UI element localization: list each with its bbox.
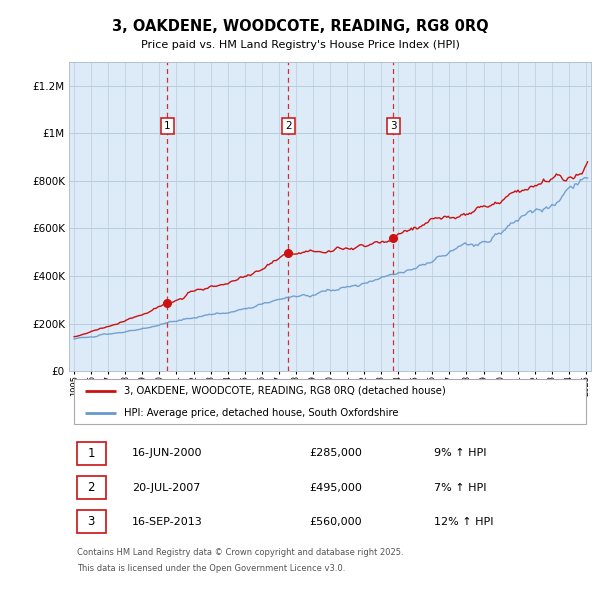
- Text: 1: 1: [87, 447, 95, 460]
- FancyBboxPatch shape: [77, 442, 106, 465]
- Text: Contains HM Land Registry data © Crown copyright and database right 2025.: Contains HM Land Registry data © Crown c…: [77, 548, 403, 556]
- Text: 20-JUL-2007: 20-JUL-2007: [131, 483, 200, 493]
- FancyBboxPatch shape: [77, 476, 106, 499]
- Text: 2: 2: [87, 481, 95, 494]
- Text: 16-JUN-2000: 16-JUN-2000: [131, 448, 202, 458]
- Text: 12% ↑ HPI: 12% ↑ HPI: [434, 517, 494, 527]
- Text: 2: 2: [285, 121, 292, 131]
- Text: 3: 3: [390, 121, 397, 131]
- Text: This data is licensed under the Open Government Licence v3.0.: This data is licensed under the Open Gov…: [77, 564, 345, 573]
- Text: 3, OAKDENE, WOODCOTE, READING, RG8 0RQ: 3, OAKDENE, WOODCOTE, READING, RG8 0RQ: [112, 19, 488, 34]
- FancyBboxPatch shape: [74, 379, 586, 424]
- Text: 7% ↑ HPI: 7% ↑ HPI: [434, 483, 487, 493]
- Text: £285,000: £285,000: [309, 448, 362, 458]
- Text: HPI: Average price, detached house, South Oxfordshire: HPI: Average price, detached house, Sout…: [124, 408, 398, 418]
- Text: 3: 3: [87, 516, 95, 529]
- Text: £495,000: £495,000: [309, 483, 362, 493]
- Text: 3, OAKDENE, WOODCOTE, READING, RG8 0RQ (detached house): 3, OAKDENE, WOODCOTE, READING, RG8 0RQ (…: [124, 385, 446, 395]
- Text: £560,000: £560,000: [309, 517, 362, 527]
- Text: 16-SEP-2013: 16-SEP-2013: [131, 517, 202, 527]
- Text: Price paid vs. HM Land Registry's House Price Index (HPI): Price paid vs. HM Land Registry's House …: [140, 41, 460, 50]
- Text: 1: 1: [164, 121, 170, 131]
- FancyBboxPatch shape: [77, 510, 106, 533]
- Text: 9% ↑ HPI: 9% ↑ HPI: [434, 448, 487, 458]
